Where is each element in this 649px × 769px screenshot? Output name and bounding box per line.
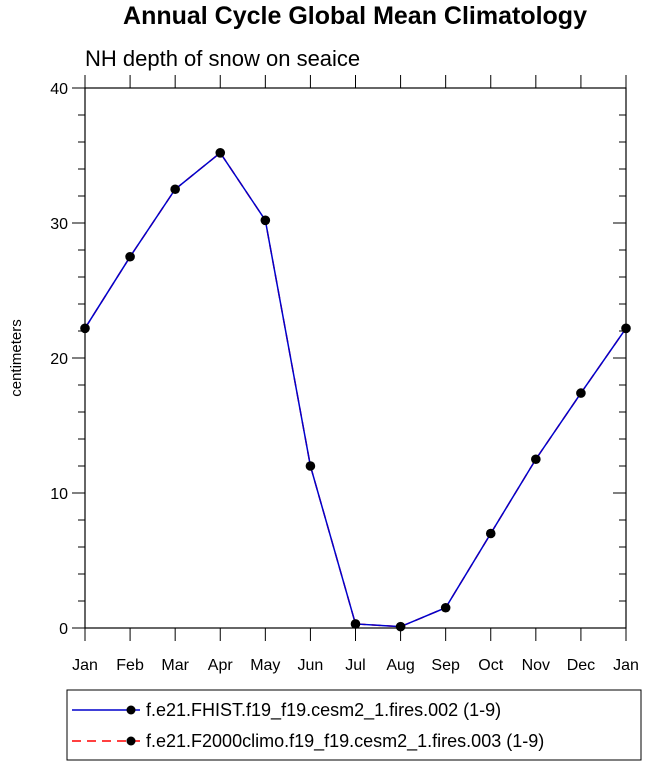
data-point xyxy=(395,621,406,632)
series-layer xyxy=(80,148,631,632)
chart-subtitle: NH depth of snow on seaice xyxy=(85,46,360,71)
y-tick-label: 0 xyxy=(59,621,68,638)
y-tick-label: 20 xyxy=(50,351,68,368)
data-point xyxy=(531,454,541,465)
legend-box xyxy=(66,689,642,761)
x-tick-label: Sep xyxy=(431,657,460,674)
x-tick-label: Jun xyxy=(298,657,324,674)
y-tick-label: 30 xyxy=(50,216,68,233)
x-tick-label: Jul xyxy=(345,657,365,674)
y-axis-label: centimeters xyxy=(8,319,25,397)
y-axis: 0 10 20 30 40 xyxy=(50,81,626,638)
series-1-line xyxy=(84,151,627,628)
data-point xyxy=(305,461,316,471)
series-2-line xyxy=(84,151,627,628)
y-tick-label: 10 xyxy=(50,486,68,503)
data-point xyxy=(440,602,451,613)
x-tick-label: Nov xyxy=(522,657,550,674)
data-point xyxy=(621,323,631,334)
x-axis: Jan Feb Mar Apr May Jun Jul Aug Sep Oct Nov Dec Jan xyxy=(72,75,639,674)
legend: f.e21.FHIST.f19_f19.cesm2_1.fires.002 (1… xyxy=(66,689,642,761)
legend-label-series-1: f.e21.FHIST.f19_f19.cesm2_1.fires.002 (1… xyxy=(146,700,501,721)
legend-label-series-2: f.e21.F2000climo.f19_f19.cesm2_1.fires.0… xyxy=(146,731,544,752)
data-point xyxy=(485,528,496,539)
data-point xyxy=(215,148,226,158)
data-point xyxy=(350,619,361,629)
x-tick-label: Oct xyxy=(478,657,503,674)
x-tick-label: Feb xyxy=(116,657,144,674)
data-point xyxy=(125,251,135,262)
data-point xyxy=(576,388,586,398)
x-tick-label: Apr xyxy=(208,657,234,674)
x-tick-label: Aug xyxy=(386,657,414,674)
x-tick-label: Jan xyxy=(72,657,98,674)
data-point xyxy=(170,184,180,195)
x-tick-label: Dec xyxy=(567,657,595,674)
x-tick-label: Mar xyxy=(161,657,189,674)
data-point xyxy=(260,215,271,226)
chart-title: Annual Cycle Global Mean Climatology xyxy=(123,2,587,30)
x-tick-label: May xyxy=(250,657,280,674)
y-tick-label: 40 xyxy=(50,81,68,98)
legend-marker-series-2 xyxy=(126,736,136,746)
data-point xyxy=(80,323,90,334)
plot-frame xyxy=(84,87,627,629)
legend-marker-series-1 xyxy=(126,705,136,715)
x-tick-label: Jan xyxy=(613,657,639,674)
